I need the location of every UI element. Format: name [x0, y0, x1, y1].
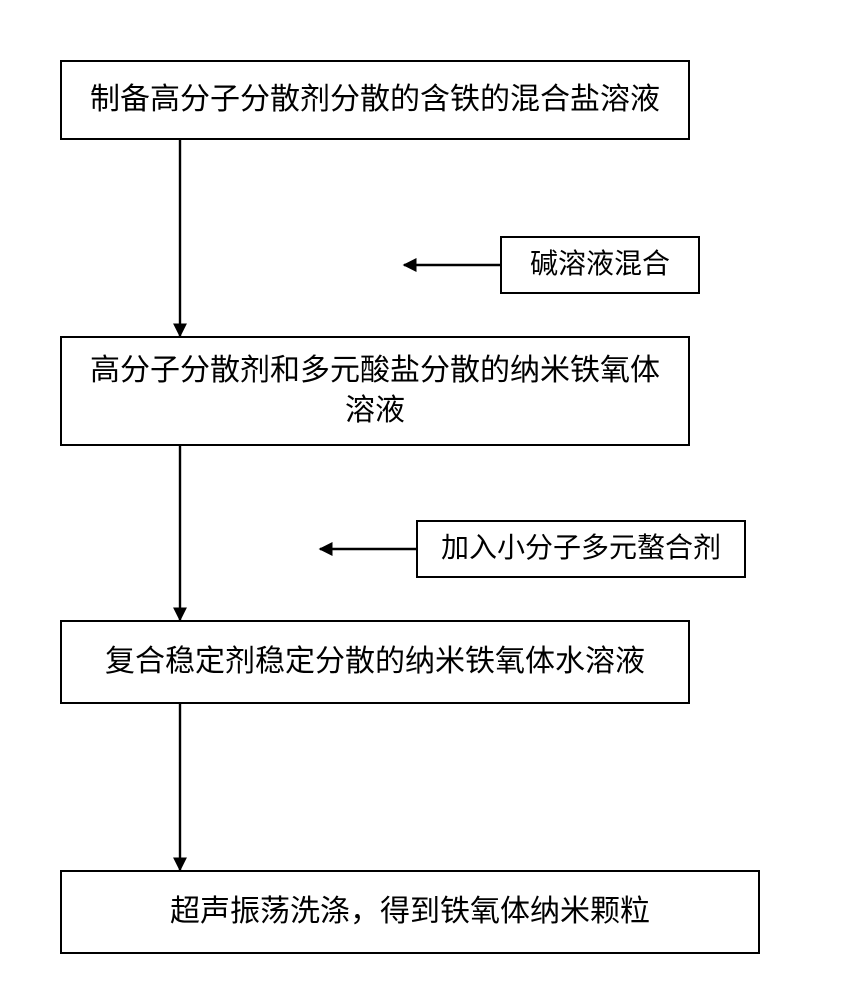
side1-text: 碱溶液混合 — [530, 246, 670, 284]
step3-box: 复合稳定剂稳定分散的纳米铁氧体水溶液 — [60, 620, 690, 704]
step3-text: 复合稳定剂稳定分散的纳米铁氧体水溶液 — [105, 642, 645, 683]
side1-box: 碱溶液混合 — [500, 236, 700, 294]
step1-box: 制备高分子分散剂分散的含铁的混合盐溶液 — [60, 60, 690, 140]
side2-box: 加入小分子多元螯合剂 — [416, 520, 746, 578]
step2-text: 高分子分散剂和多元酸盐分散的纳米铁氧体 溶液 — [90, 351, 660, 432]
step4-text: 超声振荡洗涤，得到铁氧体纳米颗粒 — [170, 892, 650, 933]
flowchart-canvas: 制备高分子分散剂分散的含铁的混合盐溶液 碱溶液混合 高分子分散剂和多元酸盐分散的… — [0, 0, 847, 1000]
arrows-layer — [0, 0, 847, 1000]
side2-text: 加入小分子多元螯合剂 — [441, 530, 721, 568]
step2-box: 高分子分散剂和多元酸盐分散的纳米铁氧体 溶液 — [60, 336, 690, 446]
step1-text: 制备高分子分散剂分散的含铁的混合盐溶液 — [90, 80, 660, 121]
step4-box: 超声振荡洗涤，得到铁氧体纳米颗粒 — [60, 870, 760, 954]
